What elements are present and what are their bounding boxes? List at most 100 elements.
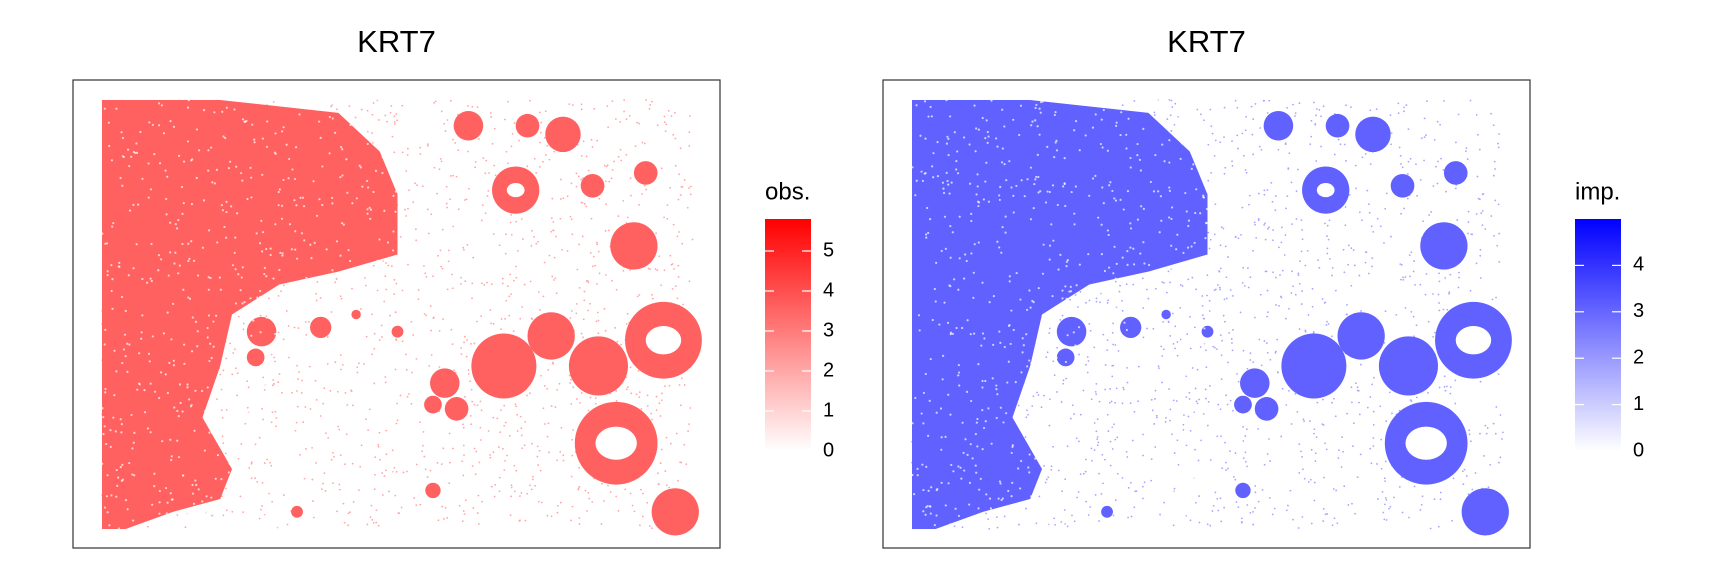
speckle [1253,221,1256,224]
speckle [964,438,967,441]
speckle [1315,114,1317,117]
speckle [650,527,653,530]
speckle [1184,271,1187,274]
speckle [926,505,929,508]
speckle [170,338,173,341]
speckle [278,467,281,470]
speckle [246,380,249,383]
speckle [1390,143,1393,146]
speckle [596,243,599,246]
speckle [1075,297,1078,300]
speckle [1438,386,1441,389]
speckle [381,171,384,175]
speckle [157,124,161,127]
speckle [1307,314,1310,316]
speckle [691,238,694,241]
speckle [498,490,501,493]
speckle [1205,410,1208,413]
speckle [237,273,240,276]
speckle [1094,391,1097,393]
speckle [1280,226,1283,229]
speckle [649,103,652,106]
speckle [1234,478,1237,481]
speckle [473,447,476,450]
speckle [362,104,365,107]
speckle [417,289,420,291]
speckle [1492,174,1495,177]
speckle [1242,426,1244,428]
speckle [330,473,333,476]
speckle [322,402,325,405]
speckle [275,402,278,405]
speckle [284,345,287,348]
speckle [1416,194,1418,197]
speckle [1198,482,1201,485]
speckle [127,274,130,277]
speckle [1313,499,1316,502]
speckle [1086,306,1089,309]
speckle [575,312,578,315]
speckle [1457,113,1460,116]
speckle [1384,496,1387,499]
speckle [302,344,305,347]
speckle [207,229,211,232]
speckle [667,109,670,112]
speckle [949,224,952,228]
speckle [1276,371,1279,373]
speckle [983,337,986,340]
speckle [393,163,396,167]
speckle [947,393,950,396]
speckle [323,527,326,530]
speckle [236,416,239,419]
speckle [1390,235,1392,238]
speckle [354,369,358,372]
speckle [1104,364,1107,366]
speckle [1151,359,1155,362]
speckle [415,463,418,466]
speckle [1126,190,1130,193]
speckle [1242,349,1245,352]
speckle [147,521,151,524]
speckle [1366,406,1369,409]
speckle [404,208,406,211]
speckle [1217,284,1219,286]
speckle [987,518,989,521]
speckle [1303,477,1306,480]
speckle [521,238,524,241]
speckle [149,382,152,385]
speckle [342,223,345,226]
speckle [494,174,497,177]
speckle [966,319,969,322]
speckle [1382,511,1385,514]
speckle [590,138,593,141]
speckle [222,135,225,138]
speckle [426,144,429,147]
speckle [1194,387,1197,390]
speckle [1379,405,1382,408]
speckle [479,400,482,403]
speckle [284,439,287,442]
speckle [1152,427,1155,431]
speckle [1391,412,1393,415]
speckle [1300,303,1303,305]
speckle [1243,285,1246,287]
speckle [634,145,637,148]
speckle [113,349,116,352]
colorbar-tick-label: 3 [823,319,834,341]
speckle [1372,437,1375,439]
speckle [688,280,691,283]
speckle [122,348,126,351]
speckle [1094,385,1097,388]
speckle [1077,326,1081,329]
speckle [492,416,495,419]
speckle [1229,289,1232,291]
speckle [520,492,523,494]
speckle [173,262,176,265]
speckle [1061,314,1064,317]
speckle [1495,406,1498,408]
speckle [1312,101,1315,104]
speckle [347,524,350,527]
speckle [1471,488,1474,491]
speckle [315,292,318,295]
tissue-region [1281,333,1347,399]
